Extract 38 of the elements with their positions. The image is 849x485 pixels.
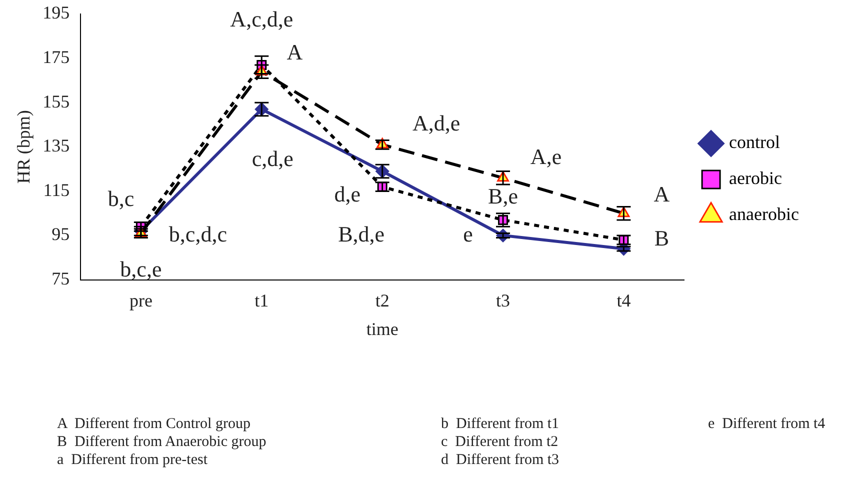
legend-label: control [729, 132, 780, 152]
legend-label: anaerobic [729, 204, 800, 224]
annotation: b,c [108, 186, 134, 211]
annotation: A,e [530, 144, 562, 169]
annotation: B,e [488, 184, 518, 209]
y-tick-label: 135 [42, 136, 70, 156]
text: a Different from pre-test [57, 452, 208, 470]
y-tick-label: 155 [42, 91, 70, 112]
text: e Different from t4 [708, 416, 826, 434]
annotation: A [654, 181, 670, 206]
x-tick-label: pre [129, 290, 152, 310]
legend-label: aerobic [729, 168, 782, 188]
text: d Different from t3 [441, 452, 560, 470]
y-tick-label: 195 [42, 2, 70, 23]
annotation: e [463, 221, 473, 246]
y-tick-label: 115 [43, 180, 70, 200]
annotation: B [654, 226, 670, 251]
x-tick-label: t2 [375, 290, 390, 310]
annotation: A [286, 40, 303, 65]
y-tick-label: 95 [52, 224, 70, 244]
annotation: b,c,e [120, 256, 162, 282]
annotation: A,c,d,e [230, 6, 294, 32]
annotation: c,d,e [252, 146, 294, 171]
x-tick-label: t4 [616, 290, 631, 310]
x-tick-label: t3 [496, 290, 510, 310]
annotation: d,e [334, 181, 360, 206]
annotation: B,d,e [338, 221, 385, 246]
x-axis-title: time [366, 318, 398, 339]
text: b Different from t1 [441, 416, 560, 434]
y-tick-label: 175 [42, 47, 70, 68]
y-tick-label: 75 [52, 268, 70, 289]
text: B Different from Anaerobic group [57, 434, 268, 452]
text: c Different from t2 [441, 434, 560, 452]
annotation: A,d,e [412, 110, 460, 136]
annotation: b,c,d,c [168, 221, 228, 246]
text: A Different from Control group [57, 416, 252, 434]
y-axis-title: HR (bpm) [14, 110, 34, 184]
x-tick-label: t1 [254, 290, 269, 310]
